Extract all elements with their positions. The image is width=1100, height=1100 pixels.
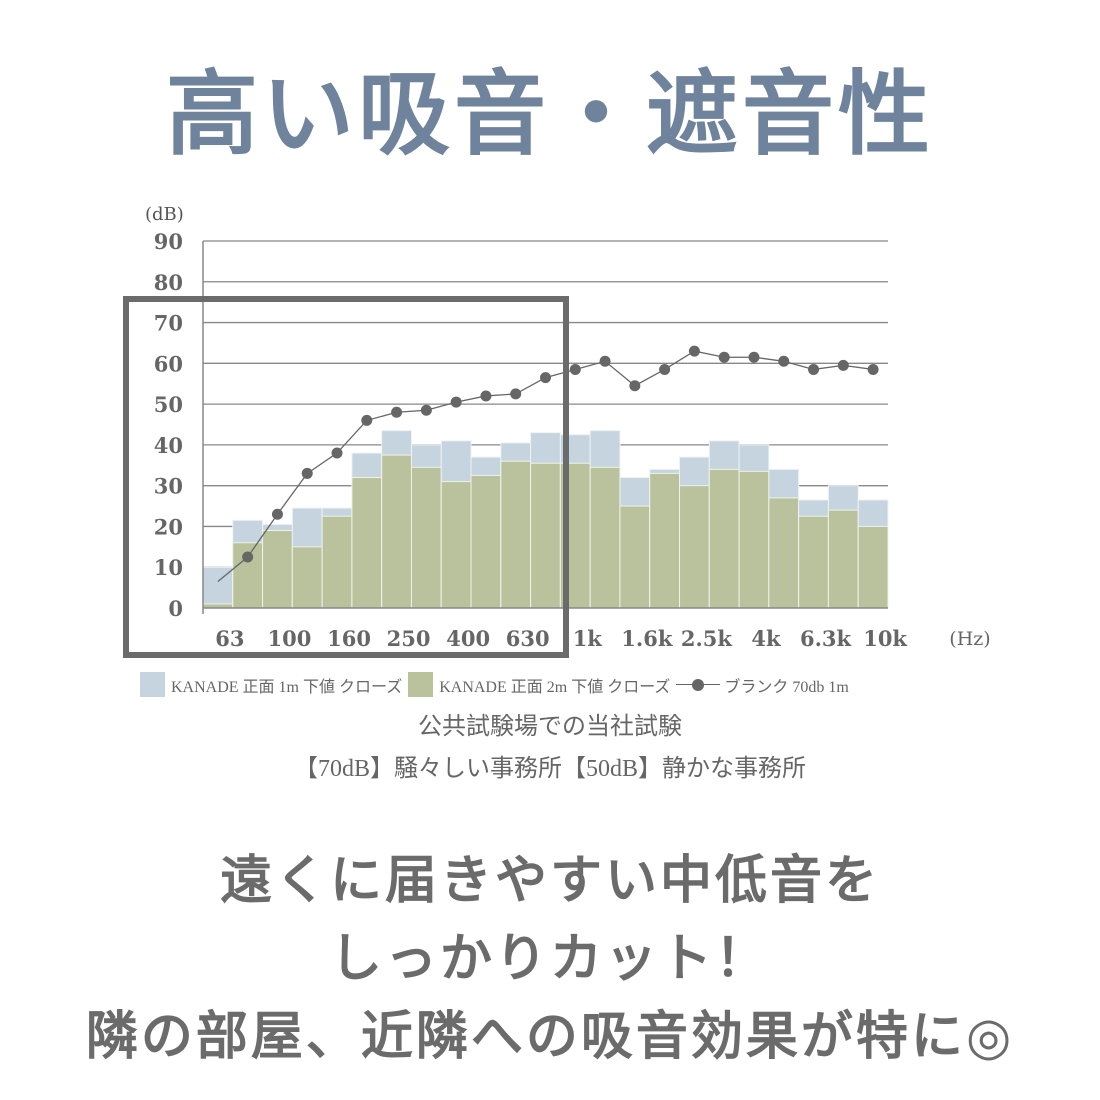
bar-2m [530, 462, 561, 609]
chart-legend: KANADE 正面 1m 下値 クローズ KANADE 正面 2m 下値 クロー… [140, 672, 855, 697]
point-blank [867, 363, 879, 375]
point-blank [301, 467, 313, 479]
legend-item-2m: KANADE 正面 2m 下値 クローズ [408, 672, 670, 697]
y-tick-label: 20 [154, 514, 183, 539]
message-line-3: 隣の部屋、近隣への吸音効果が特に◎ [85, 1006, 1015, 1067]
x-tick-label: 250 [387, 626, 431, 651]
x-tick-label: 160 [327, 626, 371, 651]
bar-2m [321, 515, 353, 609]
point-blank [331, 447, 343, 459]
x-tick-label: 6.3k [800, 626, 852, 651]
point-blank [361, 414, 373, 426]
bar-2m [351, 477, 383, 609]
bar-2m [798, 515, 829, 609]
x-tick-label: 630 [506, 626, 550, 651]
y-tick-label: 10 [154, 555, 183, 580]
x-tick-label: 10k [863, 626, 907, 651]
point-blank [540, 372, 551, 384]
x-tick-label: 400 [446, 626, 490, 651]
y-tick-label: 60 [154, 351, 183, 376]
bar-2m [619, 505, 651, 609]
bar-2m [291, 546, 323, 609]
point-blank [242, 551, 254, 563]
message-line-2: しっかりカット！ [329, 928, 770, 989]
db-reference-note: 【70dB】騒々しい事務所【50dB】静かな事務所 [293, 756, 806, 782]
y-tick-label: 40 [154, 433, 183, 458]
point-blank [778, 355, 790, 367]
point-blank [450, 396, 462, 408]
point-blank [808, 363, 820, 375]
y-tick-label: 50 [154, 392, 183, 417]
x-tick-label: 1k [573, 626, 603, 651]
point-blank [718, 351, 730, 363]
y-tick-label: 0 [168, 596, 183, 621]
point-blank [748, 351, 760, 363]
point-blank [629, 380, 641, 392]
highlight-box [123, 296, 569, 658]
point-blank [391, 406, 403, 418]
x-tick-label: 2.5k [681, 626, 733, 651]
bar-2m [768, 497, 800, 609]
x-tick-label: 63 [215, 626, 244, 651]
y-tick-label: 30 [154, 474, 183, 499]
legend-line-marker-icon [676, 678, 721, 691]
bar-2m [649, 472, 681, 609]
x-tick-label: 4k [751, 626, 781, 651]
legend-label-2m: KANADE 正面 2m 下値 クローズ [439, 678, 671, 696]
x-tick-label: 100 [268, 626, 312, 651]
point-blank [659, 363, 671, 375]
bar-2m [827, 509, 859, 609]
bar-2m [679, 485, 710, 609]
point-blank [480, 390, 492, 402]
bar-2m [589, 466, 621, 609]
point-blank [837, 359, 849, 371]
x-axis-unit: (Hz) [949, 628, 990, 650]
y-tick-label: 90 [154, 229, 183, 254]
y-axis-unit: (dB) [145, 204, 184, 225]
test-note: 公共試験場での当社試験 [418, 714, 682, 740]
y-tick-label: 80 [154, 270, 183, 295]
bar-2m [381, 454, 412, 609]
bar-2m [500, 460, 532, 609]
point-blank [569, 363, 581, 375]
bar-2m [262, 530, 293, 609]
bar-2m [738, 470, 770, 609]
point-blank [271, 508, 283, 520]
message-line-1: 遠くに届きやすい中低音を [219, 850, 880, 911]
bar-2m [708, 468, 740, 609]
legend-swatch-1m [140, 672, 165, 697]
bar-2m [857, 525, 889, 609]
legend-item-blank: ブランク 70db 1m [676, 673, 849, 697]
sound-chart: 0 10 20 30 40 50 60 70 80 90 (dB) 63 100 160 250 400 630… [123, 204, 991, 658]
x-tick-label: 1.6k [621, 626, 673, 651]
legend-label-blank: ブランク 70db 1m [724, 678, 849, 696]
legend-label-1m: KANADE 正面 1m 下値 クローズ [171, 678, 403, 696]
bar-2m [440, 481, 472, 609]
legend-swatch-2m [408, 672, 434, 697]
legend-item-1m: KANADE 正面 1m 下値 クローズ [140, 672, 402, 697]
y-tick-label: 70 [154, 311, 183, 336]
point-blank [599, 355, 611, 367]
point-blank [510, 388, 522, 400]
bar-2m [470, 474, 502, 609]
bar-2m [410, 466, 442, 609]
point-blank [688, 345, 700, 357]
point-blank [420, 404, 432, 416]
page-title: 高い吸音・遮音性 [165, 60, 934, 168]
